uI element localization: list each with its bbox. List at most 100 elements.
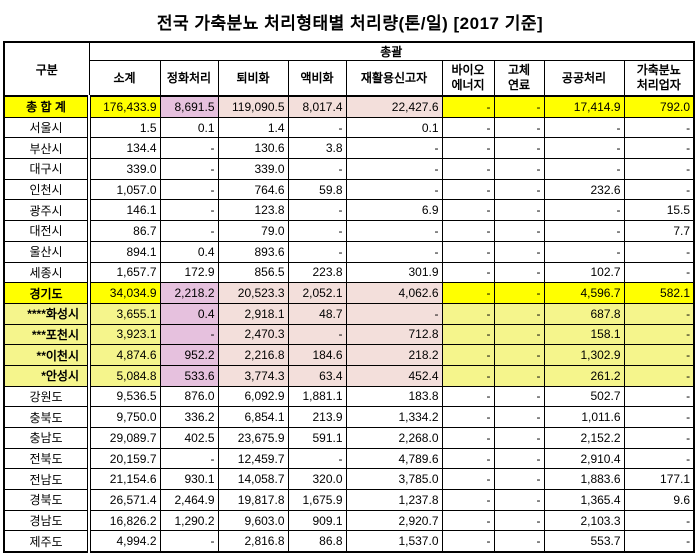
cell: 59.8 <box>287 178 347 201</box>
table-row-3: 대구시 339.0-339.0- - - - - - <box>3 158 695 180</box>
cell: 2,216.8 <box>217 344 289 366</box>
row-label: ****화성시 <box>3 302 91 325</box>
cell: 712.8 <box>345 323 443 346</box>
row-label: **이천시 <box>3 344 91 366</box>
table-row-2: 부산시 134.4-130.6 3.8- - - - - <box>3 137 695 160</box>
col-header-3: 액비화 <box>287 60 347 97</box>
row-label: 경북도 <box>3 489 91 511</box>
row-label: 제주도 <box>3 530 91 553</box>
cell: - <box>441 468 495 491</box>
cell: - <box>493 530 545 553</box>
cell: 158.1 <box>543 323 625 346</box>
cell: 9,536.5 <box>88 385 161 408</box>
cell: - <box>493 385 545 408</box>
row-label: 전남도 <box>3 468 91 491</box>
cell: - <box>543 116 625 139</box>
cell: - <box>345 220 443 242</box>
col-header-7: 공공처리 <box>543 60 625 97</box>
cell: 23,675.9 <box>217 427 289 449</box>
col-header-2: 퇴비화 <box>217 60 289 97</box>
cell: 79.0 <box>217 220 289 242</box>
cell: - <box>493 509 545 532</box>
cell: 4,062.6 <box>345 282 443 304</box>
cell: - <box>441 530 495 553</box>
cell: - <box>623 509 695 532</box>
table-row-1: 서울시 1.5 0.1 1.4-0.1- - - - <box>3 116 695 139</box>
table-row-0: 총 합 계 176,433.9 8,691.5 119,090.5 8,017.4 22,… <box>3 95 695 118</box>
cell: - <box>159 447 219 470</box>
cell: 102.7 <box>543 261 625 284</box>
row-label: *안성시 <box>3 364 91 387</box>
cell: 1,237.8 <box>345 489 443 511</box>
cell: - <box>623 406 695 428</box>
cell: - <box>493 261 545 284</box>
cell: 856.5 <box>217 261 289 284</box>
cell: 792.0 <box>623 95 695 118</box>
cell: - <box>441 199 495 222</box>
row-label: 충북도 <box>3 406 91 428</box>
cell: 261.2 <box>543 364 625 387</box>
cell: 2,218.2 <box>159 282 219 304</box>
row-label: 서울시 <box>3 116 91 139</box>
cell: 339.0 <box>217 158 289 180</box>
cell: 3,785.0 <box>345 468 443 491</box>
cell: - <box>623 261 695 284</box>
cell: - <box>493 302 545 325</box>
cell: - <box>623 116 695 139</box>
table-row-13: *안성시 5,084.8 533.6 3,774.3 63.4 452.4- -261.2- <box>3 364 695 387</box>
cell: 232.6 <box>543 178 625 201</box>
col-header-1: 정화처리 <box>159 60 219 97</box>
cell: 1,290.2 <box>159 509 219 532</box>
cell: 930.1 <box>159 468 219 491</box>
cell: 20,159.7 <box>88 447 161 470</box>
cell: - <box>441 364 495 387</box>
table-row-10: ****화성시 3,655.1 0.4 2,918.1 48.7- - -687.8- <box>3 302 695 325</box>
cell: 146.1 <box>88 199 161 222</box>
cell: - <box>493 220 545 242</box>
cell: - <box>623 344 695 366</box>
row-label: 부산시 <box>3 137 91 160</box>
group-header: 총괄 <box>88 41 695 61</box>
cell: 2,152.2 <box>543 427 625 449</box>
cell: - <box>623 364 695 387</box>
corner-header: 구분 <box>3 41 90 97</box>
cell: - <box>441 385 495 408</box>
row-label: 대구시 <box>3 158 91 180</box>
cell: 0.1 <box>345 116 443 139</box>
cell: - <box>345 158 443 180</box>
cell: - <box>623 240 695 263</box>
cell: - <box>543 240 625 263</box>
cell: 8,691.5 <box>159 95 219 118</box>
cell: 183.8 <box>345 385 443 408</box>
cell: 1,365.4 <box>543 489 625 511</box>
cell: 4,789.6 <box>345 447 443 470</box>
cell: - <box>287 323 347 346</box>
cell: 6.9 <box>345 199 443 222</box>
cell: - <box>493 116 545 139</box>
cell: - <box>441 158 495 180</box>
cell: - <box>441 447 495 470</box>
table-row-6: 대전시 86.7-79.0- - - - -7.7 <box>3 220 695 242</box>
cell: - <box>345 178 443 201</box>
cell: 4,994.2 <box>88 530 161 553</box>
col-header-8: 가축분뇨 처리업자 <box>623 60 695 97</box>
cell: 4,596.7 <box>543 282 625 304</box>
row-label: 전북도 <box>3 447 91 470</box>
cell: - <box>623 137 695 160</box>
cell: 213.9 <box>287 406 347 428</box>
cell: 1,881.1 <box>287 385 347 408</box>
cell: 320.0 <box>287 468 347 491</box>
cell: 339.0 <box>88 158 161 180</box>
cell: 402.5 <box>159 427 219 449</box>
data-table: 구분 총괄 소계 정화처리 퇴비화 액비화 재활용신고자 바이오 에너지 고체 연료 공공처리… <box>3 41 696 554</box>
cell: 2,052.1 <box>287 282 347 304</box>
cell: - <box>441 95 495 118</box>
cell: - <box>623 178 695 201</box>
cell: 1,334.2 <box>345 406 443 428</box>
cell: 9,750.0 <box>88 406 161 428</box>
cell: 687.8 <box>543 302 625 325</box>
cell: 1,657.7 <box>88 261 161 284</box>
cell: 3,655.1 <box>88 302 161 325</box>
table-row-20: 경남도 16,826.2 1,290.2 9,603.0 909.1 2,920.7- -2… <box>3 509 695 532</box>
cell: 8,017.4 <box>287 95 347 118</box>
